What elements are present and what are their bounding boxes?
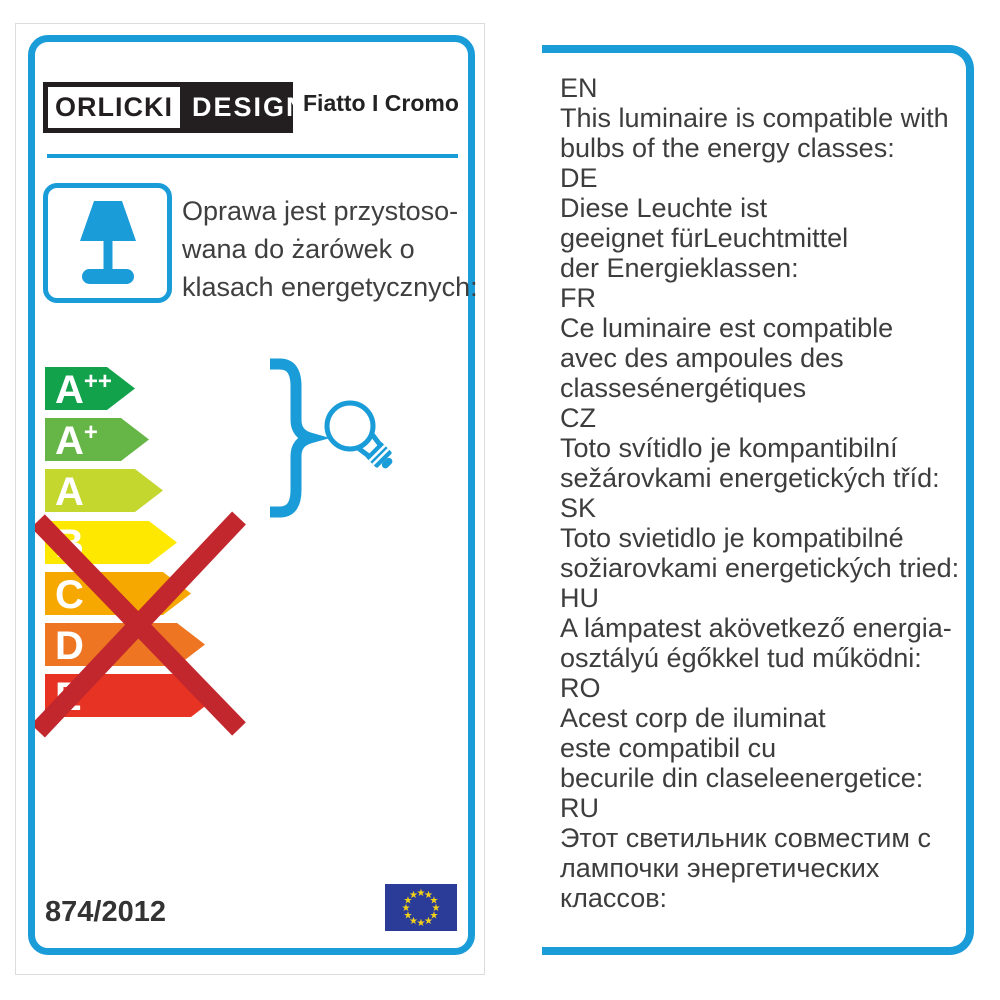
table-lamp-icon xyxy=(79,201,136,284)
svg-text:★: ★ xyxy=(402,903,411,914)
compatible-classes-callout xyxy=(270,358,393,518)
translation-section-ru: RU Этот светильник совместим с лампочки … xyxy=(560,793,956,913)
svg-text:★: ★ xyxy=(424,890,433,901)
lightbulb-icon xyxy=(324,400,393,469)
language-code: CZ xyxy=(560,403,596,433)
svg-text:★: ★ xyxy=(417,918,426,929)
intro-line: wana do żarówek o xyxy=(182,234,415,264)
language-code: DE xyxy=(560,163,598,193)
intro-line: klasach energetycznych: xyxy=(182,272,478,302)
translation-section-fr: FR Ce luminaire est compatible avec des … xyxy=(560,283,956,403)
regulation-number: 874/2012 xyxy=(45,896,166,928)
translation-section-hu: HU A lámpatest akövetkező energia- osztá… xyxy=(560,583,956,673)
energy-label-panel: ORLICKI DESIGN Fiatto I Cromo Oprawa jes… xyxy=(28,35,478,955)
intro-text: Oprawa jest przystoso- wana do żarówek o… xyxy=(182,192,482,306)
svg-text:C: C xyxy=(55,573,84,617)
logo-part-design: DESIGN xyxy=(192,92,308,122)
language-code: SK xyxy=(560,493,597,523)
svg-text:★: ★ xyxy=(430,911,439,922)
energy-class-scale: A++ A+ A B C D xyxy=(35,367,246,738)
svg-text:★: ★ xyxy=(432,903,441,914)
red-cross-icon xyxy=(35,511,246,738)
svg-text:D: D xyxy=(55,624,84,668)
svg-text:A: A xyxy=(55,470,84,514)
language-code: FR xyxy=(560,283,596,313)
svg-text:★: ★ xyxy=(430,896,439,907)
product-name: Fiatto I Cromo xyxy=(303,90,459,116)
energy-arrow-a-plus-plus: A++ xyxy=(45,367,135,412)
svg-text:★: ★ xyxy=(424,916,433,927)
energy-arrow-a: A xyxy=(45,469,163,514)
svg-text:★: ★ xyxy=(404,896,413,907)
language-code: EN xyxy=(560,73,598,103)
language-code: HU xyxy=(560,583,599,613)
translation-section-cz: CZ Toto svítidlo je kompantibilní sežáro… xyxy=(560,403,956,493)
intro-line: Oprawa jest przystoso- xyxy=(182,196,459,226)
translation-section-sk: SK Toto svietidlo je kompatibilné sožiar… xyxy=(560,493,960,583)
label-image-frame xyxy=(15,23,485,975)
svg-text:A+: A+ xyxy=(55,419,98,463)
translation-section-en: EN This luminaire is compatible with bul… xyxy=(560,73,956,163)
logo-part-orlicki: ORLICKI xyxy=(48,87,180,128)
svg-text:A++: A++ xyxy=(55,368,112,412)
translation-section-de: DE Diese Leuchte ist geeignet fürLeuchtm… xyxy=(560,163,956,283)
translation-section-ro: RO Acest corp de iluminat este compatibi… xyxy=(560,673,956,793)
svg-text:★: ★ xyxy=(409,890,418,901)
eu-flag-icon: ★★★ ★★★ ★★★ ★★★ xyxy=(385,884,457,931)
svg-text:★: ★ xyxy=(417,888,426,899)
language-code: RO xyxy=(560,673,601,703)
orlicki-design-logo: ORLICKI DESIGN xyxy=(43,82,306,133)
horizontal-divider xyxy=(47,154,458,158)
svg-text:★: ★ xyxy=(409,916,418,927)
lamp-pictogram-box xyxy=(43,183,172,303)
svg-text:★: ★ xyxy=(404,911,413,922)
language-code: RU xyxy=(560,793,599,823)
curly-brace-icon xyxy=(270,358,330,518)
translations-panel: EN This luminaire is compatible with bul… xyxy=(542,45,974,955)
energy-arrow-a-plus: A+ xyxy=(45,418,149,463)
